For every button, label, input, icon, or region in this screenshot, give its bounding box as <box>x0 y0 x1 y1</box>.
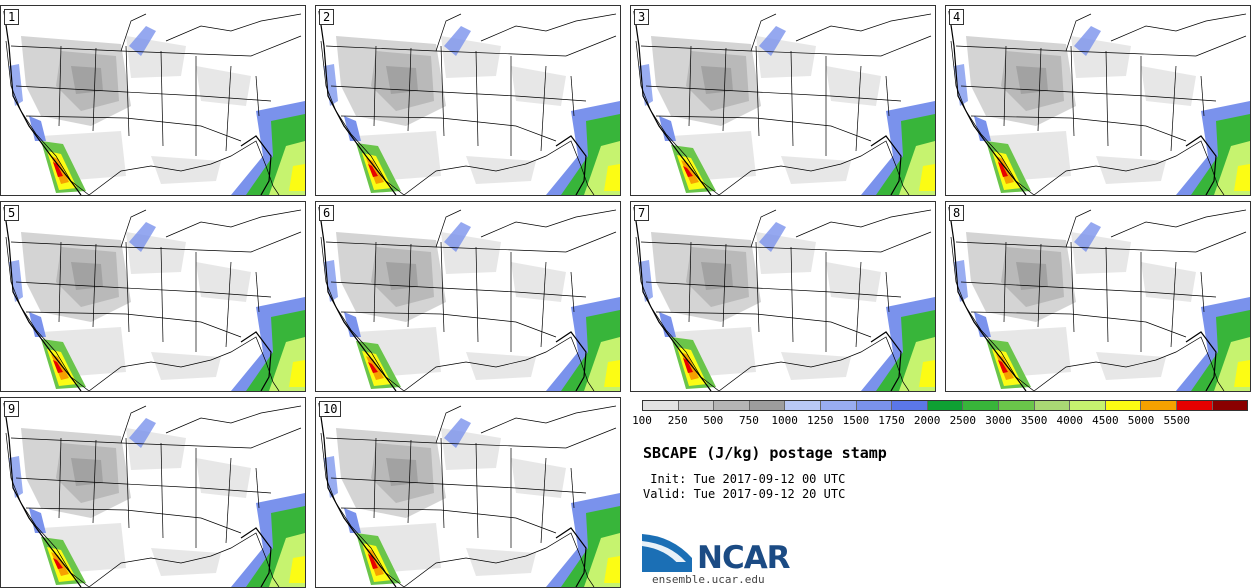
ncar-logo-icon <box>642 534 692 572</box>
member-number: 10 <box>319 401 342 417</box>
map-svg <box>318 402 620 587</box>
site-url: ensemble.ucar.edu <box>652 573 765 586</box>
colorbar-label: 500 <box>703 414 724 427</box>
valid-time: Valid: Tue 2017-09-12 20 UTC <box>643 487 846 501</box>
map-svg <box>318 206 620 391</box>
member-panel-4: 4 <box>945 5 1251 196</box>
colorbar-label: 1750 <box>878 414 905 427</box>
map-svg <box>948 206 1250 391</box>
colorbar-swatch <box>714 401 750 410</box>
colorbar-swatch <box>678 401 715 410</box>
colorbar-label: 3500 <box>1020 414 1048 427</box>
ncar-logo-text: NCAR <box>697 540 791 576</box>
colorbar-label: 1250 <box>806 414 834 427</box>
colorbar-label: 4500 <box>1092 414 1119 427</box>
map-svg <box>3 206 305 391</box>
colorbar-label: 3000 <box>985 414 1012 427</box>
colorbar-swatch <box>1176 401 1213 410</box>
colorbar-swatch <box>749 401 786 410</box>
colorbar-swatch <box>1070 401 1106 410</box>
member-number: 4 <box>949 9 965 25</box>
colorbar-swatch <box>963 401 999 410</box>
colorbar-swatch <box>927 401 964 410</box>
member-panel-7: 7 <box>630 201 936 392</box>
member-number: 1 <box>4 9 20 25</box>
colorbar-swatch <box>856 401 893 410</box>
member-number: 9 <box>4 401 20 417</box>
map-svg <box>318 10 620 195</box>
colorbar-swatch <box>1141 401 1177 410</box>
colorbar-swatch <box>820 401 857 410</box>
member-number: 6 <box>319 205 335 221</box>
member-panel-6: 6 <box>315 201 621 392</box>
colorbar-label: 2000 <box>913 414 941 427</box>
colorbar-swatch <box>998 401 1035 410</box>
member-panel-1: 1 <box>0 5 306 196</box>
member-panel-3: 3 <box>630 5 936 196</box>
colorbar-swatch <box>785 401 821 410</box>
colorbar-swatch <box>1034 401 1071 410</box>
chart-title: SBCAPE (J/kg) postage stamp <box>643 444 887 462</box>
colorbar-label: 250 <box>667 414 688 427</box>
map-svg <box>3 10 305 195</box>
colorbar-labels: 100 250 500 750 1000 1250 1500 1750 2000 2500 3000… <box>632 414 1248 428</box>
map-svg <box>948 10 1250 195</box>
member-number: 8 <box>949 205 965 221</box>
member-number: 2 <box>319 9 335 25</box>
colorbar-label: 2500 <box>949 414 977 427</box>
colorbar-label: 100 <box>632 414 652 427</box>
colorbar-label: 750 <box>739 414 759 427</box>
member-number: 3 <box>634 9 650 25</box>
colorbar-label: 4000 <box>1056 414 1084 427</box>
colorbar-label: 5500 <box>1163 414 1190 427</box>
init-time: Init: Tue 2017-09-12 00 UTC <box>643 472 846 486</box>
member-panel-10: 10 <box>315 397 621 588</box>
member-panel-5: 5 <box>0 201 306 392</box>
member-number: 7 <box>634 205 650 221</box>
colorbar-swatch <box>1105 401 1142 410</box>
colorbar-swatch <box>1212 401 1248 410</box>
map-svg <box>633 10 935 195</box>
map-svg <box>633 206 935 391</box>
member-panel-9: 9 <box>0 397 306 588</box>
map-svg <box>3 402 305 587</box>
member-panel-8: 8 <box>945 201 1251 392</box>
colorbar-swatch <box>892 401 928 410</box>
colorbar-label: 1000 <box>771 414 798 427</box>
colorbar-label: 5000 <box>1127 414 1155 427</box>
member-number: 5 <box>4 205 20 221</box>
colorbar-swatch <box>643 401 679 410</box>
colorbar-label: 1500 <box>842 414 870 427</box>
colorbar <box>642 400 1248 411</box>
member-panel-2: 2 <box>315 5 621 196</box>
